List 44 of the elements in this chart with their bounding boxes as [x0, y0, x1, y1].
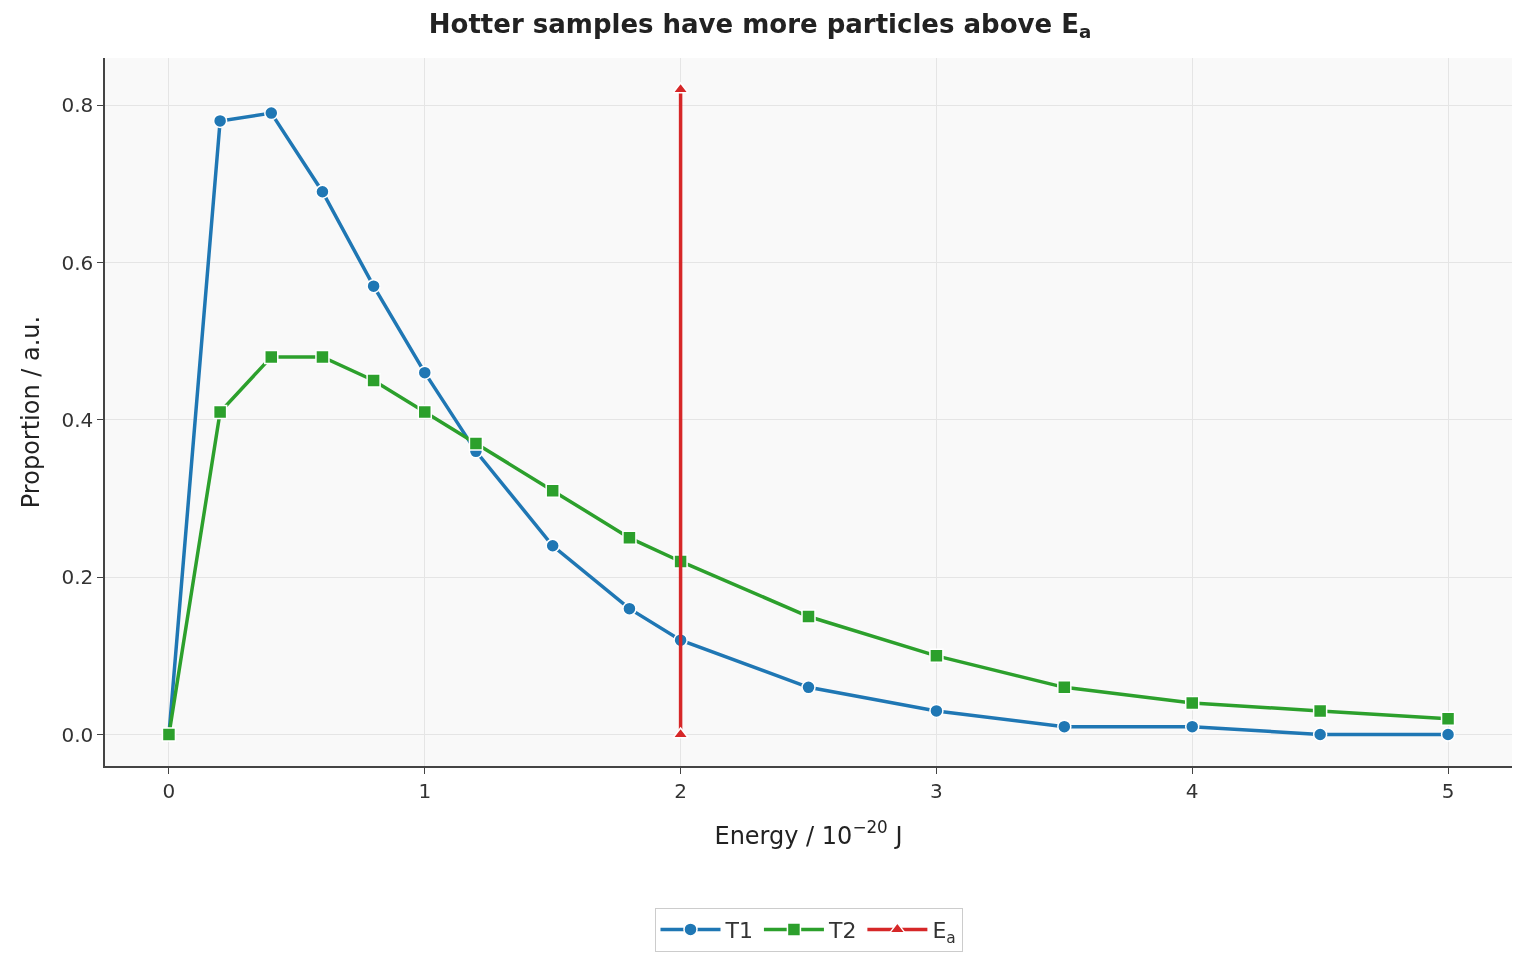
- y-axis-title: Proportion / a.u.: [17, 315, 46, 509]
- point: [929, 703, 944, 719]
- point: [264, 105, 279, 121]
- point: [212, 113, 228, 129]
- point: [315, 349, 330, 365]
- x-axis-title: Energy / 10$^{−20}$ J: [714, 817, 903, 850]
- point: [1440, 711, 1456, 727]
- point: [1312, 727, 1328, 742]
- point: [622, 601, 637, 616]
- x-tick-label: 4: [1185, 778, 1199, 803]
- point: [1184, 695, 1200, 711]
- point: [545, 538, 560, 553]
- point: [264, 349, 279, 365]
- x-tick-label: 2: [674, 778, 687, 803]
- y-tick-label: 0.2: [61, 565, 94, 590]
- point: [417, 404, 433, 420]
- legend-label: E$_{a}$: [932, 917, 956, 947]
- y-tick-label: 0.4: [61, 407, 94, 432]
- y-tick-label: 0.0: [61, 722, 94, 747]
- y-tick-label: 0.6: [61, 250, 94, 275]
- point: [622, 530, 637, 546]
- point: [929, 648, 944, 664]
- point: [366, 278, 381, 294]
- point: [1184, 719, 1200, 734]
- point: [366, 373, 381, 388]
- point: [212, 404, 228, 420]
- x-tick-label: 1: [418, 778, 432, 803]
- point: [1057, 719, 1072, 734]
- point: [801, 609, 816, 624]
- point: [468, 436, 484, 451]
- legend-label: T1: [724, 917, 753, 943]
- chart-title: Hotter samples have more particles above E$_{a}$: [428, 8, 1092, 43]
- x-tick-label: 0: [162, 778, 176, 803]
- legend-label: T2: [827, 917, 857, 943]
- x-tick-label: 5: [1441, 778, 1455, 803]
- point: [315, 184, 330, 199]
- y-tick-label: 0.8: [61, 93, 94, 118]
- point: [417, 365, 433, 380]
- point: [545, 483, 560, 498]
- x-tick-label: 3: [930, 778, 943, 803]
- point: [1057, 680, 1072, 695]
- point: [1312, 703, 1328, 719]
- point: [1440, 727, 1456, 742]
- point: [801, 680, 816, 695]
